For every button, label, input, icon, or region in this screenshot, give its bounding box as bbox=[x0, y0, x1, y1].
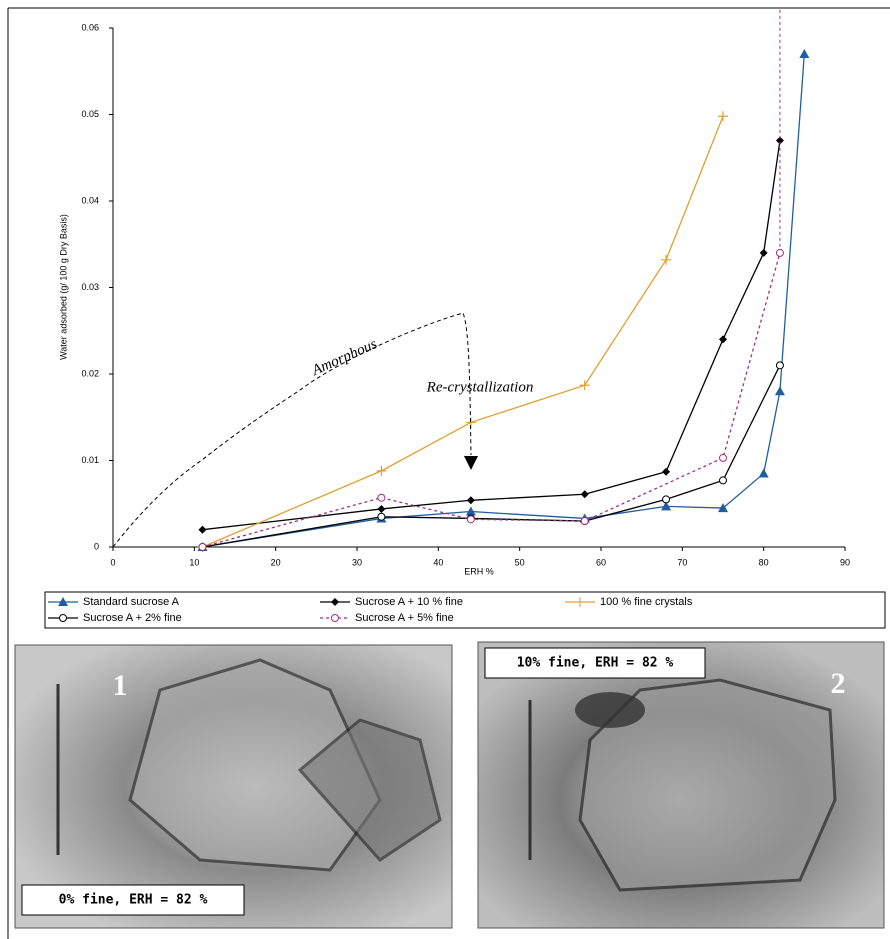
legend-label: Sucrose A + 5% fine bbox=[355, 612, 454, 624]
marker bbox=[581, 490, 589, 498]
x-tick-label: 20 bbox=[271, 557, 281, 567]
x-tick-label: 90 bbox=[840, 557, 850, 567]
legend-marker bbox=[60, 615, 67, 622]
marker bbox=[662, 468, 670, 476]
annotation: Re-crystallization bbox=[426, 379, 534, 395]
marker bbox=[663, 496, 670, 503]
legend-marker bbox=[332, 615, 339, 622]
photo-number: 2 bbox=[831, 667, 846, 700]
y-tick-label: 0.01 bbox=[81, 455, 99, 465]
photo-number: 1 bbox=[113, 669, 128, 702]
caption: 0% fine, ERH = 82 % bbox=[59, 893, 208, 908]
x-tick-label: 50 bbox=[515, 557, 525, 567]
x-tick-label: 60 bbox=[596, 557, 606, 567]
marker bbox=[661, 255, 671, 265]
caption: 10% fine, ERH = 82 % bbox=[517, 656, 674, 671]
y-tick-label: 0.03 bbox=[81, 282, 99, 292]
marker bbox=[776, 362, 783, 369]
x-axis-label: ERH % bbox=[464, 566, 494, 576]
figure: 0 10 20 30 40 50 60 70 80 90 0 0.01 0.02 0.03 0.04 0.05… bbox=[0, 0, 890, 939]
x-tick-label: 30 bbox=[352, 557, 362, 567]
y-axis-label: Water adsorbed (g/ 100 g Dry Basis) bbox=[58, 214, 68, 360]
marker bbox=[199, 544, 206, 551]
marker bbox=[720, 454, 727, 461]
marker bbox=[775, 386, 785, 395]
y-tick-label: 0.04 bbox=[81, 195, 99, 205]
legend-label: Sucrose A + 10 % fine bbox=[355, 596, 463, 608]
marker bbox=[799, 49, 809, 58]
marker bbox=[720, 477, 727, 484]
series-line bbox=[202, 54, 804, 547]
marker bbox=[580, 380, 590, 390]
marker bbox=[581, 518, 588, 525]
marker bbox=[376, 466, 386, 476]
marker bbox=[466, 507, 476, 516]
marker bbox=[198, 526, 206, 534]
legend-label: Standard sucrose A bbox=[83, 596, 180, 608]
y-tick-label: 0.05 bbox=[81, 109, 99, 119]
legend-label: Sucrose A + 2% fine bbox=[83, 612, 182, 624]
annotation: Amorphous bbox=[309, 336, 380, 379]
marker bbox=[776, 249, 783, 256]
crystal bbox=[575, 692, 645, 728]
marker bbox=[719, 335, 727, 343]
y-tick-label: 0 bbox=[94, 541, 99, 551]
y-tick-label: 0.06 bbox=[81, 22, 99, 32]
x-tick-label: 0 bbox=[110, 557, 115, 567]
marker bbox=[378, 513, 385, 520]
series-line bbox=[202, 116, 723, 547]
marker bbox=[377, 505, 385, 513]
x-tick-label: 80 bbox=[759, 557, 769, 567]
legend-label: 100 % fine crystals bbox=[600, 596, 693, 608]
series-line bbox=[202, 253, 779, 547]
x-tick-label: 40 bbox=[433, 557, 443, 567]
marker bbox=[760, 249, 768, 257]
plot: 0 10 20 30 40 50 60 70 80 90 0 0.01 0.02 0.03 0.04 0.05… bbox=[81, 8, 850, 567]
marker bbox=[378, 494, 385, 501]
marker bbox=[718, 111, 728, 121]
marker bbox=[467, 516, 474, 523]
marker bbox=[759, 468, 769, 477]
arrow-head bbox=[464, 456, 478, 470]
marker bbox=[467, 496, 475, 504]
page: 0 10 20 30 40 50 60 70 80 90 0 0.01 0.02 0.03 0.04 0.05… bbox=[0, 0, 890, 939]
amorphous-curve bbox=[113, 313, 471, 547]
x-tick-label: 10 bbox=[189, 557, 199, 567]
x-tick-label: 70 bbox=[677, 557, 687, 567]
y-tick-label: 0.02 bbox=[81, 368, 99, 378]
